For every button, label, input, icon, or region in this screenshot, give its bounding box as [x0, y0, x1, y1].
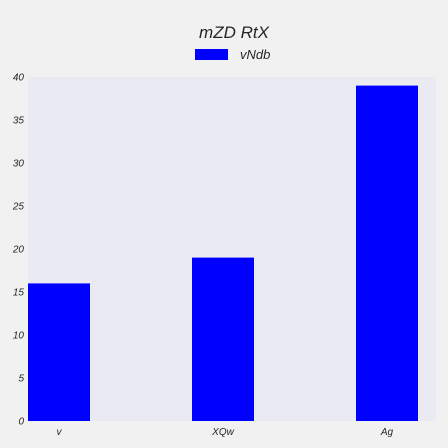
legend: vNdb — [195, 47, 270, 62]
y-tick-label: 40 — [13, 73, 25, 84]
legend-swatch — [195, 49, 228, 60]
bars — [28, 85, 418, 421]
bar — [28, 283, 90, 421]
y-tick-label: 10 — [13, 331, 25, 342]
y-tick-label: 0 — [18, 417, 24, 428]
y-tick-label: 15 — [13, 288, 25, 299]
y-tick-label: 20 — [12, 245, 25, 256]
x-tick-label: XQw — [211, 427, 234, 438]
y-tick-label: 25 — [12, 202, 25, 213]
bar — [356, 85, 418, 421]
x-axis: v XQw Ag — [57, 427, 394, 438]
chart-title: mZD RtX — [199, 23, 270, 42]
y-tick-label: 5 — [18, 374, 24, 385]
y-axis: 0 5 10 15 20 25 30 35 40 — [12, 73, 25, 428]
x-tick-label: v — [57, 427, 63, 438]
x-tick-label: Ag — [380, 427, 394, 438]
bar — [192, 257, 254, 421]
y-tick-label: 35 — [13, 116, 25, 127]
y-tick-label: 30 — [13, 159, 25, 170]
legend-label: vNdb — [240, 47, 270, 62]
